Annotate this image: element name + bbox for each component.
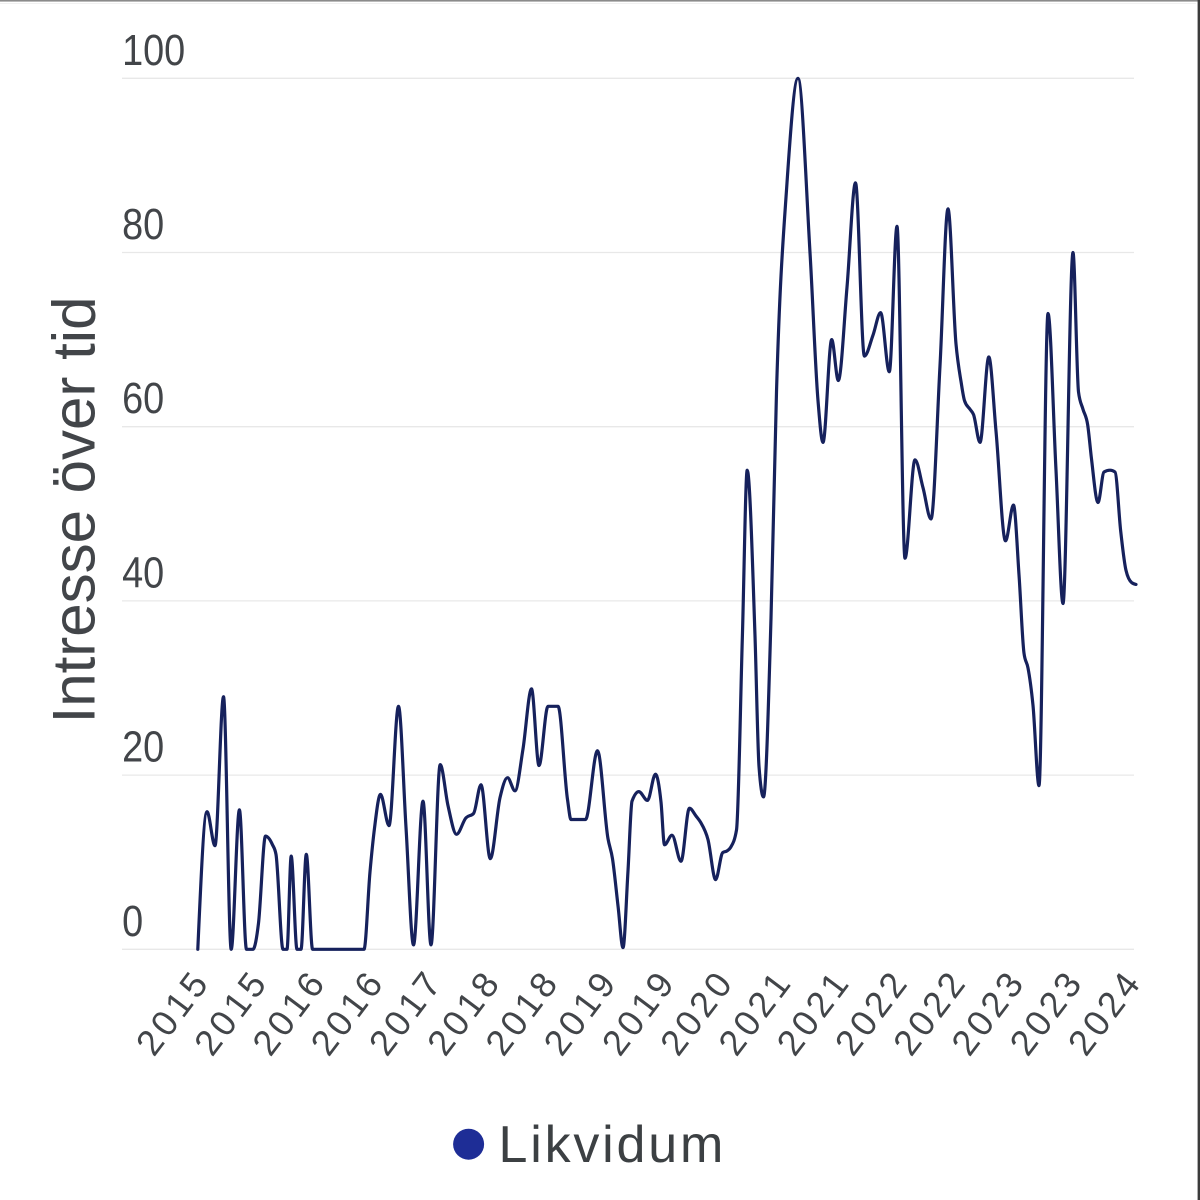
svg-text:100: 100 <box>122 25 185 74</box>
svg-text:40: 40 <box>122 548 164 597</box>
svg-text:Likvidum: Likvidum <box>499 1116 727 1174</box>
svg-text:0: 0 <box>122 896 143 945</box>
svg-text:60: 60 <box>122 374 164 423</box>
svg-text:80: 80 <box>122 199 164 248</box>
svg-text:20: 20 <box>122 722 164 771</box>
svg-text:Intresse över tid: Intresse över tid <box>41 297 108 724</box>
